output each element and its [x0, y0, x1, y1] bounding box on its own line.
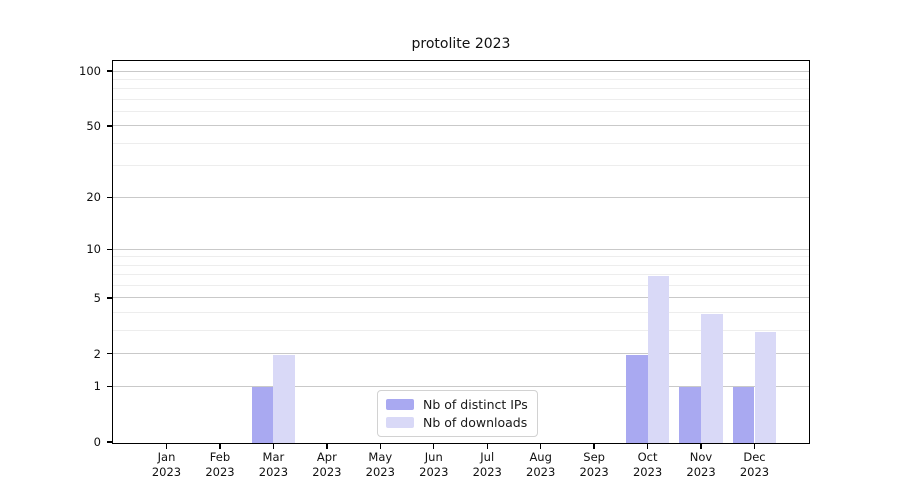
y-axis-tick-label-20: 20 [86, 190, 101, 205]
x-axis-tick-label-10: Nov 2023 [686, 450, 716, 479]
gridline-major-10 [113, 248, 809, 250]
gridline-major-5 [113, 297, 809, 299]
x-axis-tick-label-5: Jun 2023 [419, 450, 449, 479]
bar-nb-of-downloads-oct-2023 [647, 275, 670, 443]
y-axis-tick-label-5: 5 [93, 290, 101, 305]
legend-swatch-downloads [386, 417, 414, 428]
legend-label-distinct-ips: Nb of distinct IPs [423, 397, 528, 412]
legend-item: Nb of downloads [386, 415, 528, 430]
gridline-minor-30 [113, 165, 809, 167]
legend-swatch-distinct-ips [386, 399, 414, 410]
x-axis-tick-label-3: Apr 2023 [312, 450, 342, 479]
x-axis-tick-label-0: Jan 2023 [151, 450, 182, 479]
x-axis-tick-label-7: Aug 2023 [526, 450, 556, 479]
x-axis-tick-7 [540, 443, 542, 449]
x-axis-tick-label-8: Sep 2023 [579, 450, 609, 479]
x-axis-tick-0 [165, 443, 168, 449]
bar-nb-of-distinct-ips-oct-2023 [625, 354, 648, 443]
x-axis-tick-8 [593, 443, 595, 449]
x-axis-tick-5 [433, 443, 435, 449]
x-axis-tick-4 [379, 443, 381, 449]
gridline-minor-4 [113, 312, 809, 314]
gridline-minor-40 [113, 142, 809, 144]
bar-nb-of-distinct-ips-dec-2023 [732, 387, 755, 443]
x-axis-tick-9 [646, 443, 649, 449]
gridline-minor-6 [113, 285, 809, 287]
gridline-major-1 [113, 385, 809, 387]
x-axis-tick-label-6: Jul 2023 [472, 450, 502, 479]
gridline-major-50 [113, 125, 809, 127]
gridline-minor-7 [113, 274, 809, 276]
bar-nb-of-downloads-nov-2023 [701, 313, 723, 443]
y-axis-tick-0 [106, 441, 112, 443]
x-axis-tick-label-11: Dec 2023 [739, 450, 770, 479]
y-axis-tick-20 [106, 196, 112, 198]
y-axis-tick-label-0: 0 [93, 435, 101, 449]
bar-nb-of-distinct-ips-nov-2023 [679, 387, 702, 443]
y-axis-tick-label-2: 2 [93, 346, 101, 361]
gridline-minor-60 [113, 111, 809, 113]
x-axis-tick-label-4: May 2023 [365, 450, 395, 479]
x-axis-tick-1 [219, 443, 221, 449]
y-axis-tick-label-100: 100 [79, 64, 101, 78]
gridline-minor-70 [113, 98, 809, 100]
gridline-major-100 [113, 70, 809, 72]
bar-nb-of-distinct-ips-mar-2023 [251, 387, 274, 443]
gridline-major-20 [113, 196, 809, 198]
plot-area: Dec 2023 Nov 2023 Oct 2023 Sep 2023 Aug 2023 Jul 20… [79, 60, 810, 479]
chart-title: protolite 2023 [411, 36, 511, 52]
legend-item: Nb of distinct IPs [386, 397, 528, 412]
x-axis-tick-10 [700, 443, 702, 449]
legend-label-downloads: Nb of downloads [423, 415, 528, 430]
y-axis-tick-10 [106, 248, 112, 250]
x-axis-tick-11 [753, 443, 756, 449]
y-axis-tick-100 [106, 70, 112, 72]
y-axis-tick-label-50: 50 [86, 118, 101, 133]
legend: Nb of distinct IPs Nb of downloads [377, 390, 538, 437]
x-axis-tick-label-2: Mar 2023 [258, 450, 289, 479]
y-axis-tick-50 [106, 125, 112, 127]
x-axis-tick-2 [272, 443, 275, 449]
x-axis-tick-label-1: Feb 2023 [205, 450, 235, 479]
x-axis-tick-3 [326, 443, 328, 449]
gridline-minor-9 [113, 256, 809, 258]
bar-nb-of-downloads-dec-2023 [754, 331, 777, 443]
y-axis-tick-1 [106, 385, 112, 387]
y-axis-tick-label-1: 1 [93, 379, 101, 394]
y-axis-tick-2 [106, 353, 112, 355]
gridline-major-2 [113, 353, 809, 355]
bar-nb-of-downloads-mar-2023 [273, 354, 296, 443]
gridline-minor-8 [113, 264, 809, 266]
x-axis-tick-6 [486, 443, 488, 449]
y-axis-tick-5 [106, 297, 112, 299]
gridline-minor-80 [113, 88, 809, 90]
gridline-minor-90 [113, 78, 809, 80]
y-axis-tick-label-10: 10 [86, 242, 101, 257]
gridline-minor-3 [113, 330, 809, 332]
x-axis-tick-label-9: Oct 2023 [632, 450, 663, 479]
